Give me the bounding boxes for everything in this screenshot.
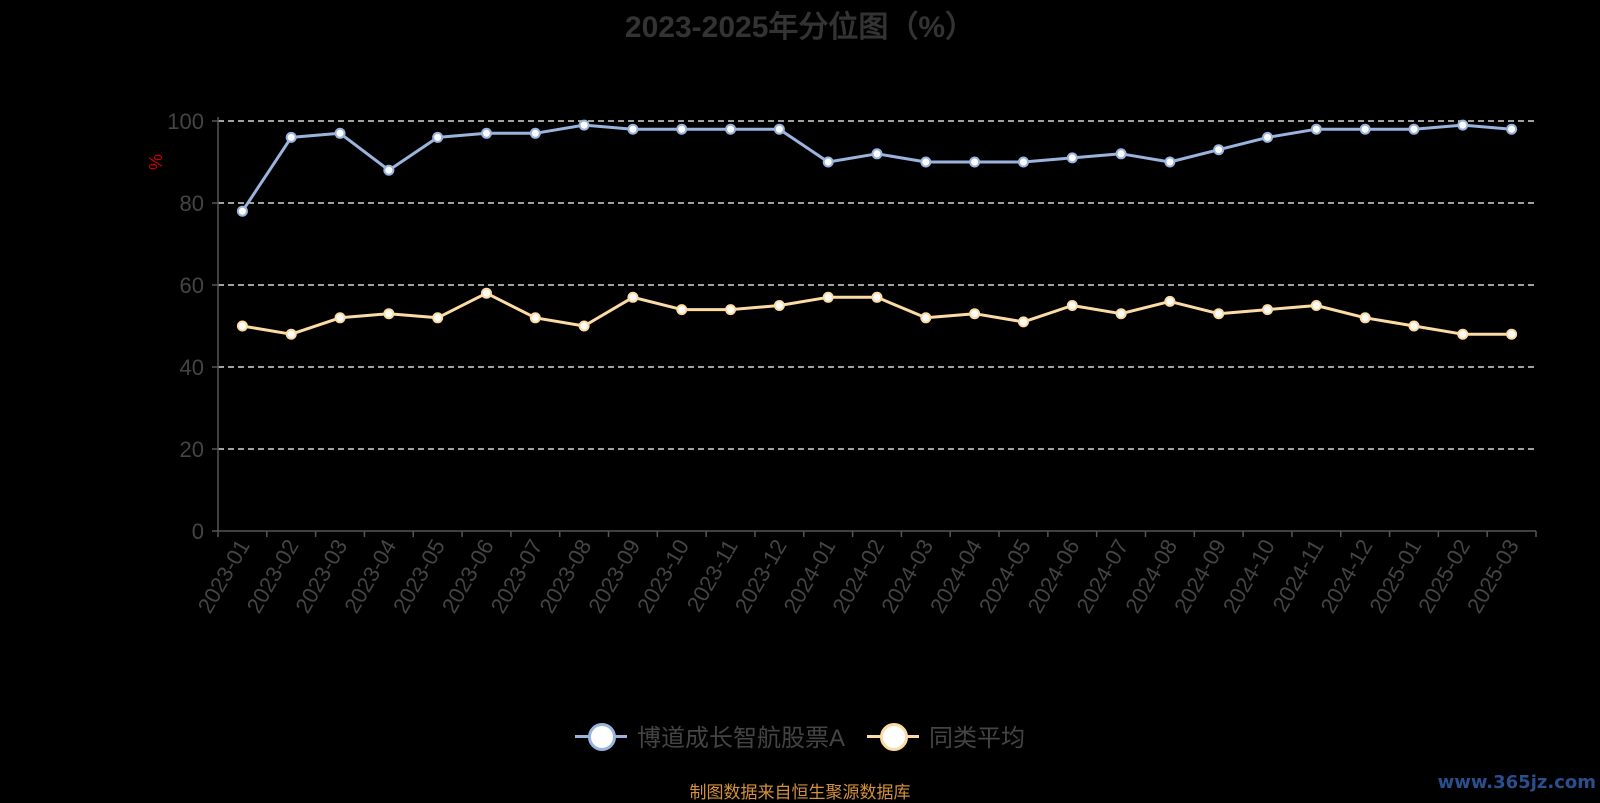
series-1-point-2025-01 (1408, 123, 1420, 135)
series-2-point-2023-04 (383, 308, 395, 320)
y-tick-label-0: 0 (192, 519, 204, 544)
series-1-point-2023-10 (676, 123, 688, 135)
y-tick-label-80: 80 (180, 191, 204, 216)
series-2-point-2023-10 (676, 304, 688, 316)
series-1-point-2024-05 (1017, 156, 1029, 168)
series-1-point-2023-06 (480, 127, 492, 139)
series-2-point-2024-05 (1017, 316, 1029, 328)
legend-marker-series-1 (574, 721, 627, 751)
y-tick-label-20: 20 (180, 437, 204, 462)
series-2-point-2023-02 (285, 328, 297, 340)
series-2-point-2025-01 (1408, 320, 1420, 332)
legend: 博道成长智航股票A 同类平均 (0, 718, 1600, 753)
series-1-point-2025-02 (1457, 119, 1469, 131)
series-1-point-2023-05 (432, 131, 444, 143)
series-2-point-2024-12 (1359, 312, 1371, 324)
series-2-point-2024-07 (1115, 308, 1127, 320)
series-1-point-2023-07 (529, 127, 541, 139)
series-2-point-2023-05 (432, 312, 444, 324)
series-2-point-2024-04 (969, 308, 981, 320)
series-1-point-2024-12 (1359, 123, 1371, 135)
legend-item-series-1[interactable]: 博道成长智航股票A (574, 718, 845, 753)
series-2-point-2023-03 (334, 312, 346, 324)
series-2-point-2024-08 (1164, 295, 1176, 307)
series-1-point-2023-11 (725, 123, 737, 135)
series-1-point-2025-03 (1506, 123, 1518, 135)
series-2-point-2024-11 (1310, 300, 1322, 311)
series-1-point-2024-04 (969, 156, 981, 168)
series-1-point-2024-09 (1213, 144, 1225, 156)
series-1-point-2024-03 (920, 156, 932, 168)
legend-marker-series-2 (867, 721, 919, 751)
series-1-point-2024-07 (1115, 148, 1127, 160)
series-1-point-2023-03 (334, 127, 346, 139)
series-1-point-2023-08 (578, 119, 590, 131)
series-2-point-2025-02 (1457, 328, 1469, 340)
series-2-point-2023-12 (773, 300, 785, 311)
legend-label-series-2: 同类平均 (929, 725, 1025, 752)
series-2-point-2024-09 (1213, 308, 1225, 320)
series-1-point-2024-01 (822, 156, 834, 168)
data-source-note: 制图数据来自恒生聚源数据库 (689, 783, 911, 802)
series-2-point-2024-01 (822, 291, 834, 303)
series-2-point-2024-06 (1066, 300, 1078, 311)
series-2-point-2024-03 (920, 312, 932, 324)
y-tick-label-60: 60 (180, 273, 204, 298)
series-2-point-2024-10 (1262, 304, 1274, 316)
chart-title: 2023-2025年分位图（%） (624, 11, 976, 44)
series-1-point-2023-12 (773, 123, 785, 135)
series-1-point-2023-02 (285, 131, 297, 143)
series-1-point-2024-08 (1164, 156, 1176, 168)
y-tick-label-40: 40 (180, 355, 204, 380)
series-2-point-2023-11 (725, 304, 737, 316)
series-2-point-2023-01 (236, 320, 248, 332)
series-1-point-2024-06 (1066, 152, 1078, 164)
series-1-point-2023-04 (383, 164, 395, 176)
series-2-point-2024-02 (871, 291, 883, 303)
series-2-point-2023-06 (480, 287, 492, 299)
legend-label-series-1: 博道成长智航股票A (636, 725, 845, 752)
series-1-point-2024-02 (871, 148, 883, 160)
series-1-point-2024-11 (1310, 123, 1322, 135)
series-2-point-2023-09 (627, 291, 639, 303)
legend-item-series-2[interactable]: 同类平均 (867, 718, 1025, 753)
y-axis-label: % (146, 154, 166, 170)
y-tick-label-100: 100 (167, 109, 204, 134)
series-2-point-2025-03 (1506, 328, 1518, 340)
series-1-point-2023-01 (236, 205, 248, 217)
series-1-point-2024-10 (1262, 131, 1274, 143)
series-2-point-2023-07 (529, 312, 541, 324)
series-1-point-2023-09 (627, 123, 639, 135)
series-2-point-2023-08 (578, 320, 590, 332)
watermark-logo: www.365jz.com (1437, 772, 1596, 793)
